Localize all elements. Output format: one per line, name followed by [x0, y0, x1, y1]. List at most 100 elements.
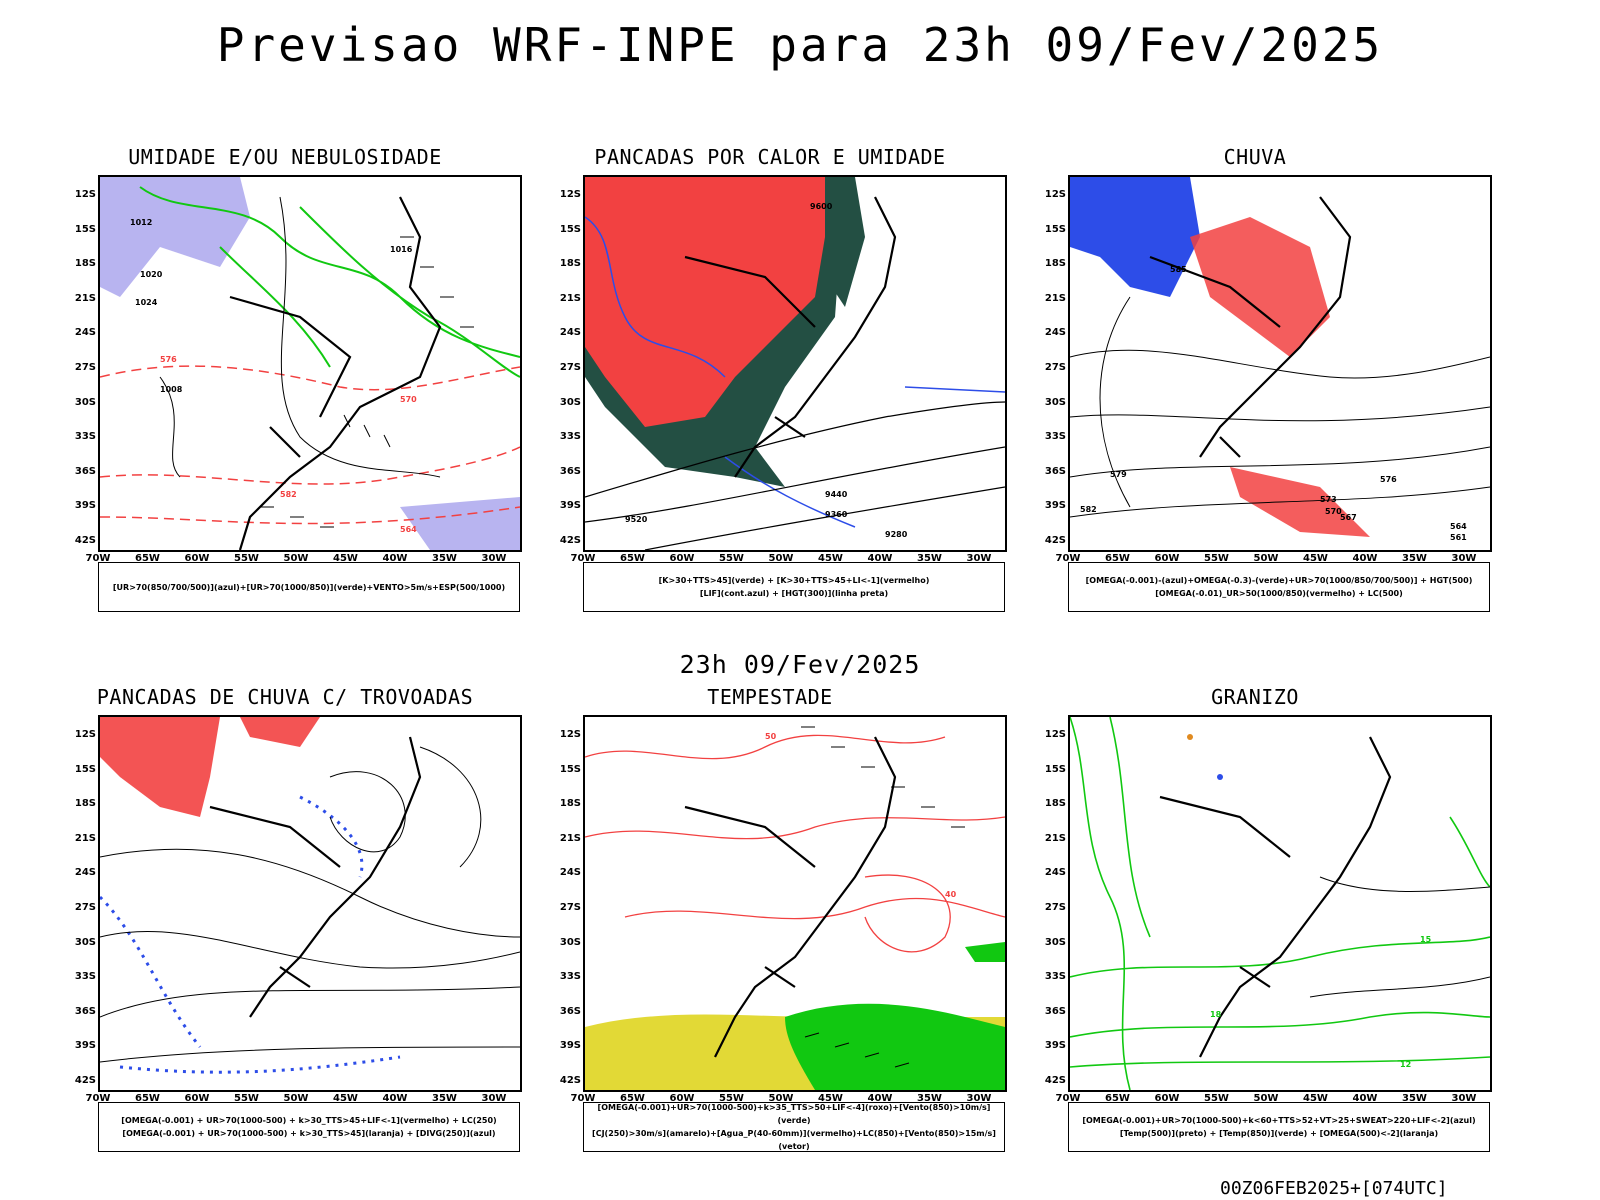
contour-label: 579 — [1110, 470, 1127, 479]
lat-tick-label: 33S — [74, 971, 96, 983]
contour-label: 1012 — [130, 218, 152, 227]
panel-tempestade: TEMPESTADE 40 50 [OMEGA(-0.001)+UR>70(10… — [535, 685, 1007, 1165]
thickness-lines-red — [100, 365, 520, 525]
legend-line: [OMEGA(-0.01)_UR>50(1000/850)(vermelho) … — [1155, 589, 1403, 598]
lat-tick-label: 18S — [74, 798, 96, 810]
map-frame: 9600 9520 9440 9360 9280 — [583, 175, 1007, 552]
map-umidade-svg: 1012 1016 1020 1024 1008 576 570 582 564 — [100, 177, 520, 550]
contour-label: 9280 — [885, 530, 908, 539]
red-contour-label: 576 — [160, 355, 177, 364]
omega-spot-orange — [1187, 734, 1193, 740]
legend-line: [LIF](cont.azul) + [HGT(300)](linha pret… — [699, 589, 889, 598]
lon-tick-label: 35W — [917, 1093, 942, 1104]
main-title: Previsao WRF-INPE para 23h 09/Fev/2025 — [216, 18, 1384, 72]
panel-trovoadas: PANCADAS DE CHUVA C/ TROVOADAS [OMEGA(-0… — [50, 685, 522, 1165]
instability-area-red — [585, 177, 835, 427]
lat-tick-label: 39S — [74, 500, 96, 512]
lat-tick-label: 39S — [559, 500, 581, 512]
map-frame: 40 50 — [583, 715, 1007, 1092]
legend-line: [CJ(250)>30m/s](amarelo)+[Agua_P(40-60mm… — [592, 1129, 996, 1151]
panel-legend: [OMEGA(-0.001)-(azul)+OMEGA(-0.3)-(verde… — [1068, 562, 1490, 612]
lat-tick-label: 33S — [559, 971, 581, 983]
instability-area-darkgreen-east — [825, 177, 865, 307]
lon-tick-label: 55W — [1204, 1093, 1229, 1104]
lon-tick-label: 30W — [1451, 1093, 1477, 1104]
panel-legend: [OMEGA(-0.001) + UR>70(1000-500) + k>30_… — [98, 1102, 520, 1152]
hail-spot-blue — [1217, 774, 1223, 780]
lon-tick-label: 50W — [768, 553, 794, 564]
lon-tick-label: 45W — [818, 1093, 843, 1104]
lat-tick-label: 36S — [74, 465, 96, 477]
lat-tick-label: 21S — [559, 292, 581, 304]
map-frame: 585 582 579 576 573 570 567 564 561 — [1068, 175, 1492, 552]
lon-tick-label: 30W — [481, 1093, 507, 1104]
lon-tick-label: 30W — [1451, 553, 1477, 564]
lc250-streamlines — [100, 746, 520, 1063]
lat-tick-label: 42S — [74, 535, 96, 546]
lon-tick-label: 55W — [234, 553, 259, 564]
lon-tick-label: 70W — [1055, 553, 1081, 564]
lat-tick-label: 39S — [1044, 500, 1066, 512]
lon-tick-label: 65W — [135, 1093, 160, 1104]
lat-tick-label: 21S — [74, 292, 96, 304]
rain-area-blue — [1070, 177, 1200, 297]
contour-label: 18 — [1210, 1010, 1222, 1019]
coastline — [209, 736, 422, 1018]
lat-tick-label: 27S — [74, 362, 96, 373]
lon-tick-label: 35W — [1402, 553, 1427, 564]
lat-tick-label: 15S — [74, 763, 96, 775]
lon-tick-label: 60W — [1154, 553, 1180, 564]
lat-tick-label: 36S — [1044, 1005, 1066, 1017]
lat-tick-label: 36S — [74, 1005, 96, 1017]
contour-label: 12 — [1400, 1060, 1411, 1069]
lat-tick-label: 21S — [559, 832, 581, 844]
lat-tick-label: 24S — [74, 867, 96, 879]
lon-tick-label: 40W — [1352, 553, 1378, 564]
lon-tick-label: 60W — [669, 1093, 695, 1104]
contour-label: 50 — [765, 732, 777, 741]
lat-tick-label: 15S — [74, 223, 96, 235]
contour-label: 561 — [1450, 533, 1467, 542]
lon-tick-label: 40W — [867, 1093, 893, 1104]
lifted-index-blue — [585, 216, 1005, 528]
contour-label: 1020 — [140, 270, 163, 279]
red-contour-label: 564 — [400, 525, 417, 534]
lon-tick-label: 55W — [234, 1093, 259, 1104]
lat-tick-label: 33S — [1044, 431, 1066, 443]
pressure-contours — [159, 196, 441, 478]
contour-label: 1008 — [160, 385, 183, 394]
lat-tick-label: 27S — [1044, 902, 1066, 913]
lat-tick-label: 24S — [1044, 867, 1066, 879]
map-frame: 15 18 12 — [1068, 715, 1492, 1092]
humidity-contours-green — [139, 186, 520, 378]
contour-label: 40 — [945, 890, 957, 899]
lon-tick-label: 35W — [917, 553, 942, 564]
lat-tick-label: 24S — [1044, 327, 1066, 339]
lat-tick-label: 15S — [1044, 763, 1066, 775]
lon-tick-label: 65W — [1105, 1093, 1130, 1104]
lat-tick-label: 36S — [1044, 465, 1066, 477]
lat-tick-label: 15S — [559, 763, 581, 775]
hgt300-contours — [585, 401, 1005, 550]
lat-tick-label: 12S — [74, 729, 96, 740]
lon-tick-label: 30W — [966, 1093, 992, 1104]
lat-tick-label: 30S — [1044, 396, 1066, 408]
lat-tick-label: 36S — [559, 1005, 581, 1017]
run-info: 00Z06FEB2025+[074UTC] — [1220, 1178, 1448, 1199]
lon-tick-label: 40W — [867, 553, 893, 564]
legend-line: [Temp(500)](preto) + [Temp(850)](verde) … — [1119, 1129, 1439, 1138]
lon-tick-label: 60W — [669, 553, 695, 564]
coastline — [229, 196, 442, 550]
lon-tick-label: 55W — [719, 1093, 744, 1104]
hgt500-streamlines — [1070, 296, 1490, 518]
lat-tick-label: 42S — [1044, 1075, 1066, 1086]
lat-tick-label: 33S — [74, 431, 96, 443]
panel-granizo: GRANIZO 15 18 12 [OMEGA(-0.001)+UR>70(10… — [1020, 685, 1492, 1165]
wind-vectors — [260, 236, 474, 528]
contour-label: 564 — [1450, 522, 1467, 531]
panel-umidade: UMIDADE E/OU NEBULOSIDADE 1012 1016 1020… — [50, 145, 522, 625]
lat-tick-label: 18S — [559, 258, 581, 270]
lon-tick-label: 50W — [1253, 1093, 1279, 1104]
lat-tick-label: 18S — [1044, 798, 1066, 810]
lon-tick-label: 70W — [570, 553, 596, 564]
